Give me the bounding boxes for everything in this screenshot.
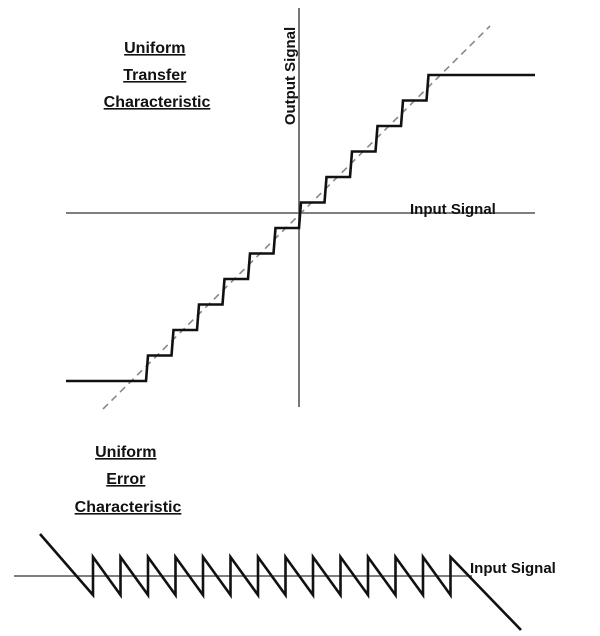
error-title-line-3: Characteristic (75, 499, 182, 516)
error-title: Uniform Error Characteristic (75, 444, 182, 516)
error-title-line-1: Uniform (95, 444, 156, 461)
error-sawtooth (39, 533, 522, 631)
transfer-title: Uniform Transfer Characteristic (104, 40, 211, 111)
error-characteristic-panel: Uniform Error Characteristic Input Signa… (14, 444, 556, 631)
transfer-characteristic-panel: Uniform Transfer Characteristic Output S… (66, 8, 535, 410)
output-signal-label: Output Signal (282, 27, 299, 125)
quantized-staircase (66, 73, 535, 383)
transfer-title-line-3: Characteristic (104, 94, 211, 111)
transfer-title-line-1: Uniform (124, 40, 185, 57)
ideal-linear-dashed-line (102, 25, 491, 410)
transfer-input-signal-label: Input Signal (410, 201, 496, 218)
error-input-signal-label: Input Signal (470, 560, 556, 577)
error-title-line-2: Error (106, 471, 145, 488)
transfer-title-line-2: Transfer (123, 67, 186, 84)
